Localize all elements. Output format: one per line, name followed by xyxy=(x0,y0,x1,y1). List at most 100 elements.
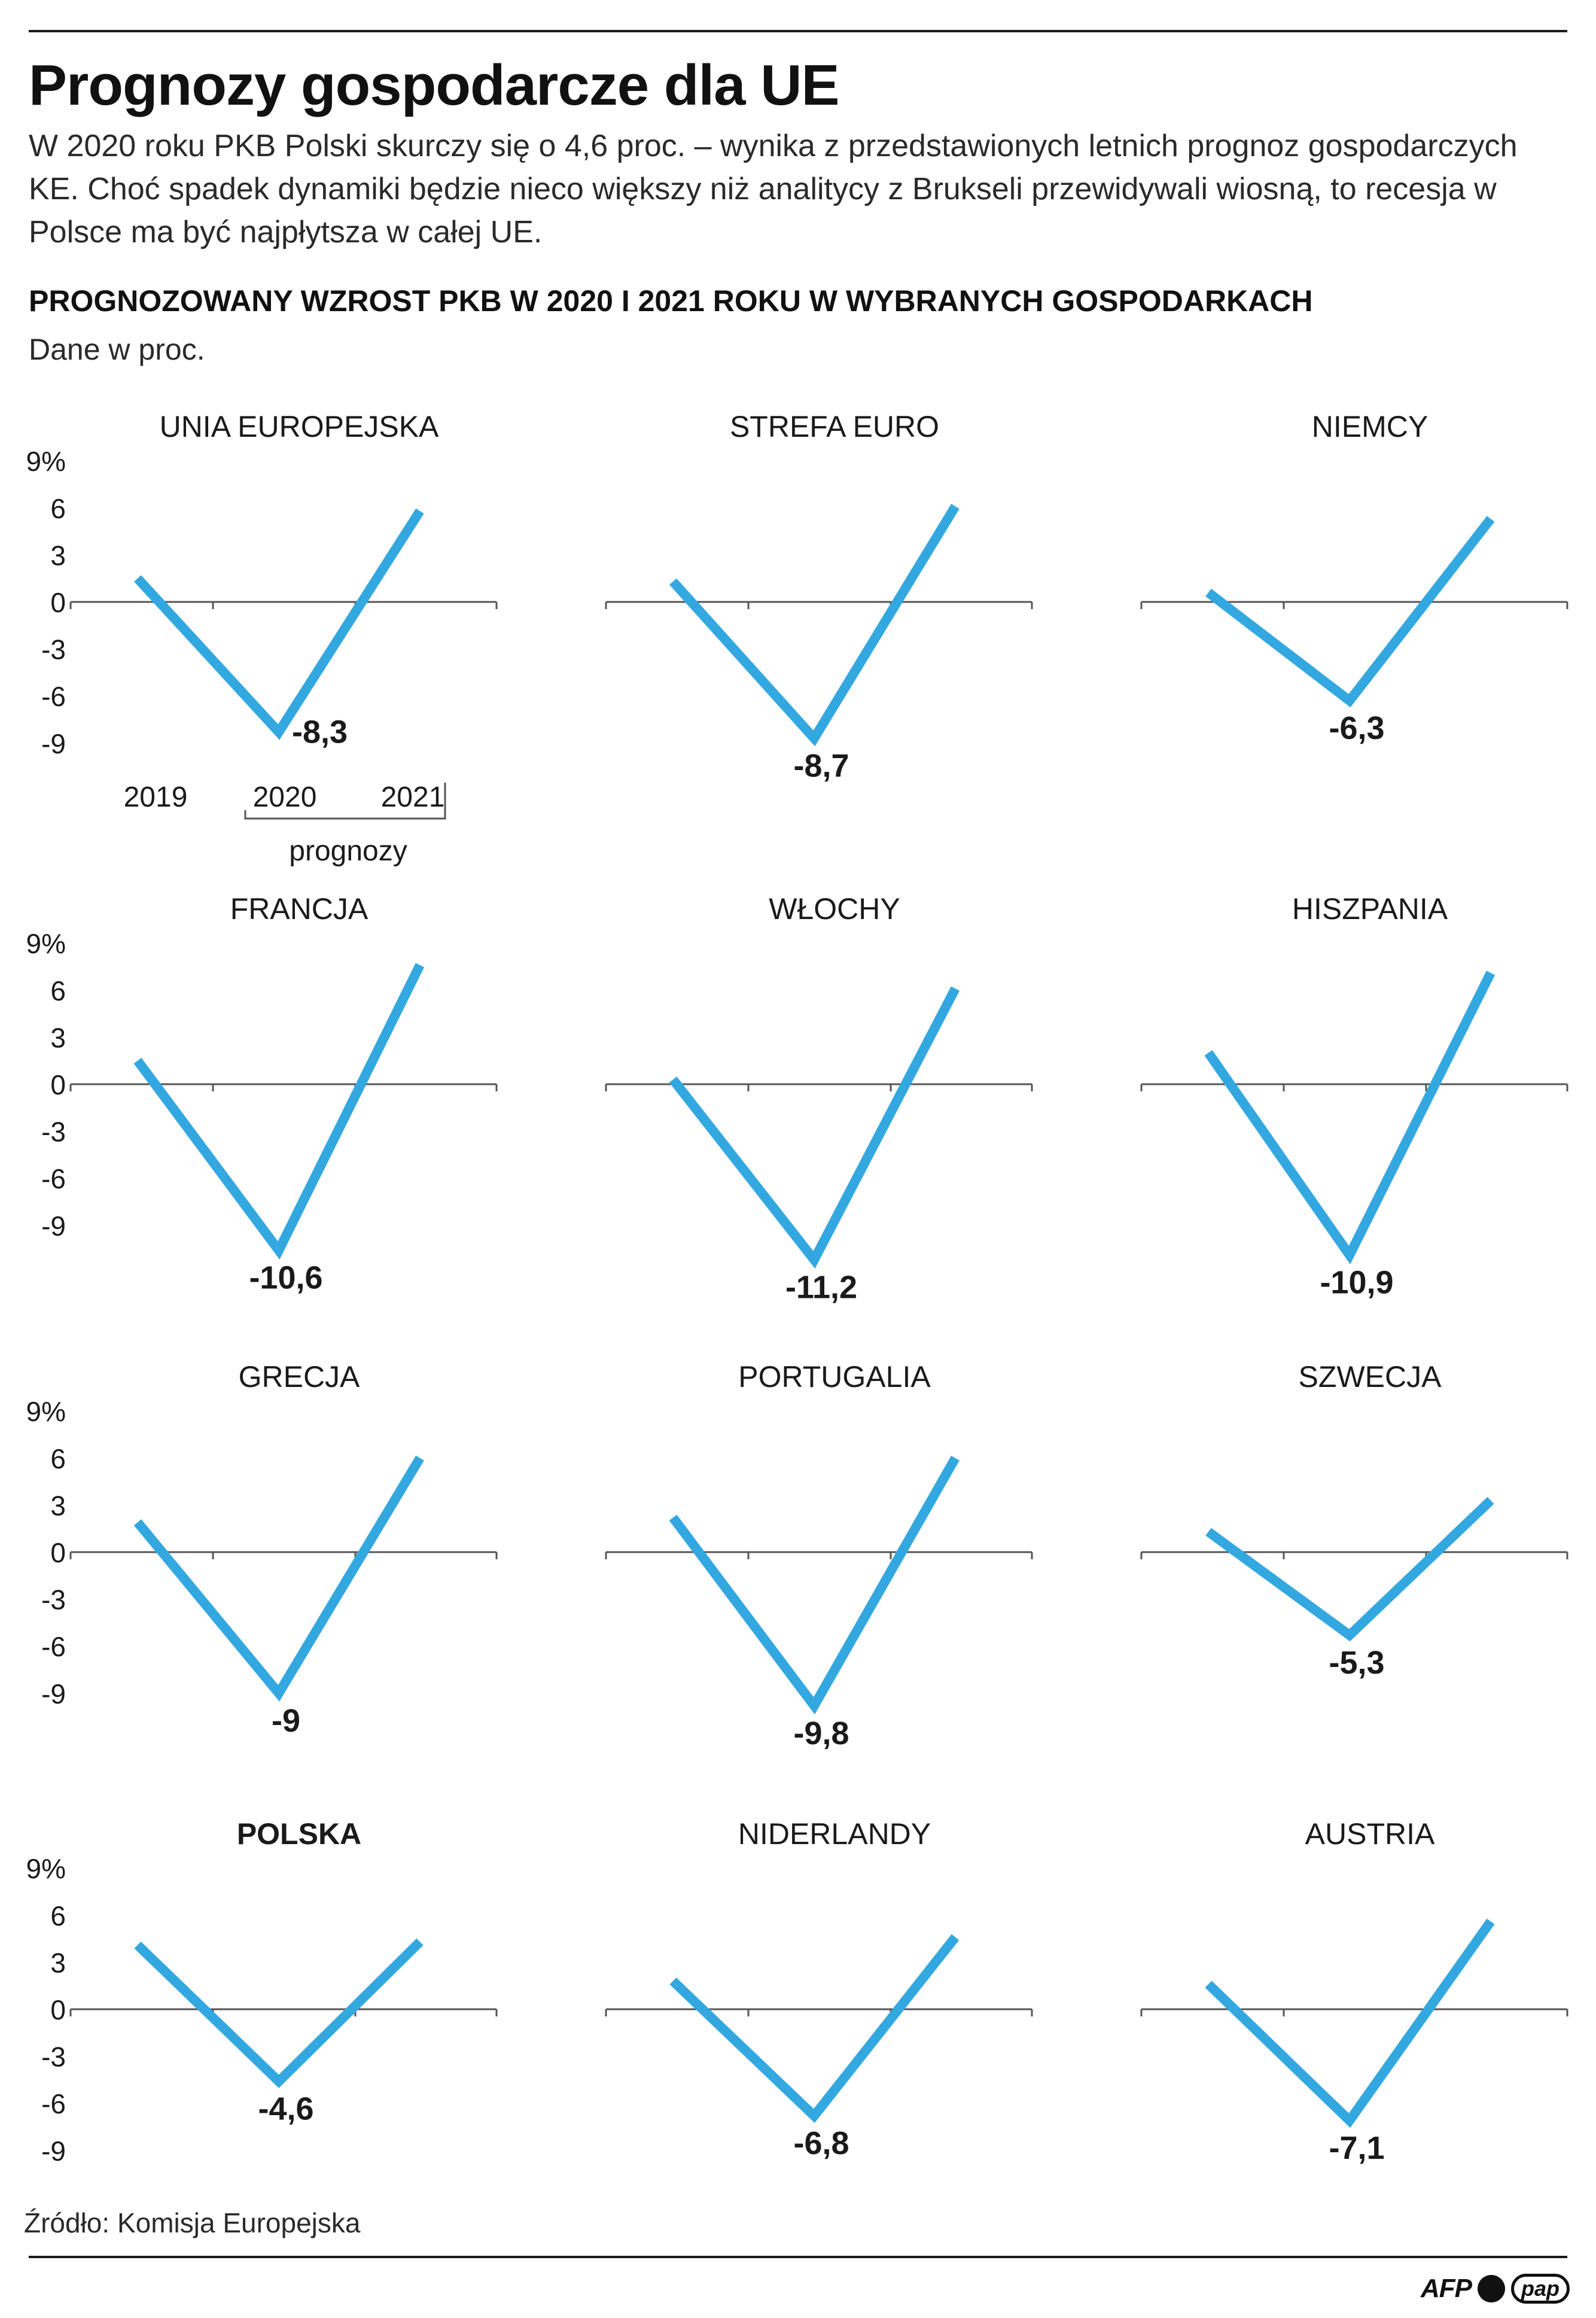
y-tick-label: 9% xyxy=(26,1396,66,1427)
y-tick-label: 9% xyxy=(26,1853,66,1884)
series-line xyxy=(1205,1918,1495,2128)
y-tick-label: 3 xyxy=(50,1490,66,1521)
x-tick-label: 2021 xyxy=(381,781,445,813)
series-line xyxy=(669,1455,960,1715)
min-value-label: -7,1 xyxy=(1329,2130,1384,2166)
data-point-2021 xyxy=(419,1941,421,1942)
data-point-2020 xyxy=(814,1705,815,1706)
y-tick-label: 6 xyxy=(50,493,66,524)
y-tick-label: 0 xyxy=(50,1537,66,1568)
data-point-2021 xyxy=(1490,1921,1491,1922)
y-tick-label: -9 xyxy=(41,1210,66,1242)
data-point-2021 xyxy=(955,506,956,507)
series-line xyxy=(669,1934,960,2124)
data-point-2019 xyxy=(1208,1052,1209,1054)
x-tick-label: 2020 xyxy=(253,781,317,813)
data-point-2019 xyxy=(1208,1531,1209,1532)
publisher-logos: AFP pap xyxy=(1421,2274,1570,2304)
y-tick-label: -3 xyxy=(41,1584,66,1616)
y-tick-label: 6 xyxy=(50,975,66,1006)
afp-logo: AFP xyxy=(1420,2274,1472,2303)
data-point-2019 xyxy=(1208,1984,1209,1985)
chart-panel-10: POLSKA 9% 6 3 0 -3 -6 -9 -4,6 xyxy=(26,1817,498,2167)
source-note: Źródło: Komisja Europejska xyxy=(24,2207,361,2238)
min-value-label: -5,3 xyxy=(1329,1645,1384,1681)
data-point-2021 xyxy=(1490,518,1491,519)
y-tick-label: -6 xyxy=(41,681,66,712)
y-tick-label: -3 xyxy=(41,1117,66,1148)
min-value-label: -11,2 xyxy=(785,1269,857,1305)
chart-title: PORTUGALIA xyxy=(738,1360,931,1394)
data-point-2019 xyxy=(137,1522,138,1523)
series-line xyxy=(134,508,424,740)
data-point-2019 xyxy=(137,1945,138,1946)
y-tick-label: -6 xyxy=(41,2088,66,2119)
y-tick-label: -9 xyxy=(41,728,66,759)
y-tick-label: -6 xyxy=(41,1631,66,1662)
y-tick-label: 3 xyxy=(50,1022,66,1053)
data-point-2020 xyxy=(1349,1635,1350,1636)
y-tick-label: 6 xyxy=(50,1900,66,1931)
chart-panel-5: WŁOCHY -11,2 xyxy=(605,892,1033,1305)
data-point-2020 xyxy=(1349,1255,1350,1256)
chart-panel-2: STREFA EURO -8,7 xyxy=(605,410,1033,784)
chart-title: NIEMCY xyxy=(1312,410,1428,443)
data-point-2019 xyxy=(137,578,138,579)
chart-panel-12: AUSTRIA -7,1 xyxy=(1140,1817,1568,2166)
data-point-2019 xyxy=(672,581,674,582)
bottom-rule xyxy=(29,2256,1567,2258)
top-rule xyxy=(29,30,1567,32)
chart-panel-4: FRANCJA 9% 6 3 0 -3 -6 -9 -10,6 xyxy=(26,892,498,1296)
data-point-2020 xyxy=(1349,700,1350,701)
chart-panel-9: SZWECJA -5,3 xyxy=(1140,1360,1568,1681)
y-tick-label: 9% xyxy=(26,446,66,477)
y-tick-label: -3 xyxy=(41,634,66,665)
afp-dot-icon xyxy=(1477,2275,1505,2302)
chart-subhead: PROGNOZOWANY WZROST PKB W 2020 I 2021 RO… xyxy=(29,284,1313,318)
data-point-2020 xyxy=(278,1250,279,1251)
min-value-label: -8,7 xyxy=(793,748,849,784)
chart-title: SZWECJA xyxy=(1299,1360,1442,1394)
data-point-2021 xyxy=(1490,1500,1491,1501)
data-point-2020 xyxy=(814,2115,815,2116)
data-point-2021 xyxy=(955,1458,956,1459)
data-point-2020 xyxy=(278,2081,279,2082)
x-tick-label: 2019 xyxy=(124,781,188,813)
chart-panel-8: PORTUGALIA -9,8 xyxy=(605,1360,1033,1751)
y-tick-label: 6 xyxy=(50,1443,66,1474)
chart-panel-7: GRECJA 9% 6 3 0 -3 -6 -9 -9 xyxy=(26,1360,498,1739)
chart-title: GRECJA xyxy=(239,1360,360,1394)
chart-title: FRANCJA xyxy=(230,892,368,926)
y-tick-label: 3 xyxy=(50,1947,66,1978)
y-tick-label: -9 xyxy=(41,2136,66,2167)
chart-title: WŁOCHY xyxy=(769,892,900,926)
data-point-2021 xyxy=(419,1458,421,1459)
series-line xyxy=(1205,1496,1494,1642)
min-value-label: -8,3 xyxy=(292,714,348,750)
data-point-2021 xyxy=(1490,972,1491,974)
data-point-2019 xyxy=(672,1079,674,1080)
chart-title: POLSKA xyxy=(237,1817,361,1851)
chart-panel-3: NIEMCY -6,3 xyxy=(1140,410,1568,746)
data-point-2020 xyxy=(814,738,815,739)
series-line xyxy=(669,986,960,1269)
data-point-2019 xyxy=(137,1060,138,1061)
data-point-2020 xyxy=(278,731,279,732)
data-point-2021 xyxy=(955,1936,956,1937)
min-value-label: -10,6 xyxy=(249,1260,322,1296)
chart-panel-6: HISZPANIA -10,9 xyxy=(1140,892,1568,1301)
chart-title: STREFA EURO xyxy=(730,410,939,443)
min-value-label: -9,8 xyxy=(793,1715,849,1751)
min-value-label: -4,6 xyxy=(258,2091,313,2127)
data-point-2020 xyxy=(814,1259,815,1260)
y-tick-label: -6 xyxy=(41,1163,66,1194)
min-value-label: -9 xyxy=(272,1703,300,1739)
data-point-2021 xyxy=(955,988,956,989)
chart-panel-11: NIDERLANDY -6,8 xyxy=(605,1817,1033,2161)
series-line xyxy=(133,963,425,1260)
series-line xyxy=(133,1455,424,1702)
chart-title: HISZPANIA xyxy=(1292,892,1448,926)
data-point-2019 xyxy=(1208,592,1209,593)
y-tick-label: 0 xyxy=(50,1069,66,1100)
